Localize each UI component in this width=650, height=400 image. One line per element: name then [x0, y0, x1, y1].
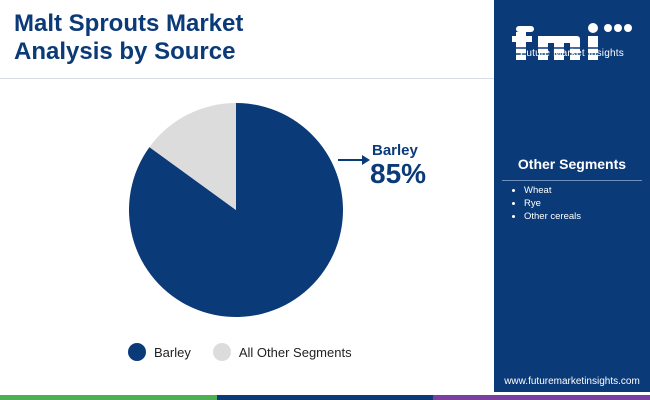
- legend-label-other-segments: All Other Segments: [238, 344, 352, 360]
- legend-item-other-segments: All Other Segments: [212, 343, 352, 361]
- segment-item-other-cereals: Other cereals: [524, 210, 581, 223]
- chart-legend: Barley All Other Segments: [128, 343, 352, 361]
- legend-item-barley: Barley: [128, 343, 191, 361]
- fmi-logo-icon: [512, 23, 632, 60]
- bottom-bar-purple: [433, 395, 650, 400]
- title-line-1: Malt Sprouts Market: [14, 10, 244, 37]
- header-divider: [0, 78, 494, 79]
- title-line-2: Analysis by Source: [14, 38, 236, 65]
- legend-label-barley: Barley: [154, 344, 191, 360]
- sidebar-panel: Future Market Insights Other Segments Wh…: [494, 0, 650, 392]
- callout-label: Barley: [372, 142, 418, 159]
- legend-swatch-barley: [128, 343, 146, 361]
- bottom-color-bar: [0, 395, 650, 400]
- other-segments-title: Other Segments: [517, 156, 627, 172]
- bottom-bar-blue: [216, 395, 434, 400]
- brand-name: Future Market Insights: [520, 48, 624, 59]
- other-segments-list: Wheat Rye Other cereals: [510, 184, 581, 223]
- segment-item-rye: Rye: [524, 197, 581, 210]
- pie-chart: [128, 103, 370, 317]
- website-url[interactable]: www.futuremarketinsights.com: [504, 376, 640, 387]
- legend-swatch-other-segments: [212, 343, 231, 361]
- page-title: Malt Sprouts Market Analysis by Source: [14, 10, 484, 66]
- bottom-bar-green: [0, 395, 217, 400]
- callout-value: 85%: [370, 158, 427, 189]
- segments-divider: [502, 180, 642, 181]
- callout-arrow: [338, 155, 370, 165]
- segment-item-wheat: Wheat: [524, 184, 581, 197]
- pie-slice-all-other-segments: [149, 103, 236, 210]
- pie-slices: [128, 103, 343, 317]
